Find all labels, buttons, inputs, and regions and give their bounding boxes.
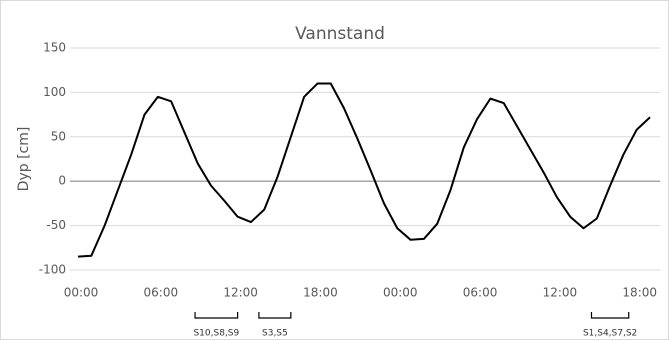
y-axis-label: Dyp [cm] xyxy=(16,127,32,192)
x-tick-label: 00:00 xyxy=(383,286,418,300)
y-tick-label: 150 xyxy=(43,41,66,55)
x-tick-label: 18:00 xyxy=(303,286,338,300)
y-tick-label: 50 xyxy=(51,129,66,143)
data-line xyxy=(77,82,651,258)
annotation-label: S3,S5 xyxy=(262,329,288,339)
annotation-bracket xyxy=(258,312,292,319)
y-tick-label: -100 xyxy=(39,263,66,277)
chart-title: Vannstand xyxy=(295,24,385,44)
annotation-label: S10,S8,S9 xyxy=(193,329,239,339)
x-tick-label: 06:00 xyxy=(144,286,179,300)
y-tick-label: 0 xyxy=(58,174,66,188)
x-tick-label: 12:00 xyxy=(543,286,578,300)
y-tick-label: -50 xyxy=(46,218,66,232)
x-tick-label: 06:00 xyxy=(463,286,498,300)
y-tick-label: 100 xyxy=(43,85,66,99)
x-tick-label: 00:00 xyxy=(64,286,99,300)
annotation-bracket xyxy=(194,312,239,319)
annotation-label: S1,S4,S7,S2 xyxy=(583,329,637,339)
annotation-bracket xyxy=(590,312,630,319)
x-tick-label: 18:00 xyxy=(622,286,657,300)
x-tick-label: 12:00 xyxy=(223,286,258,300)
